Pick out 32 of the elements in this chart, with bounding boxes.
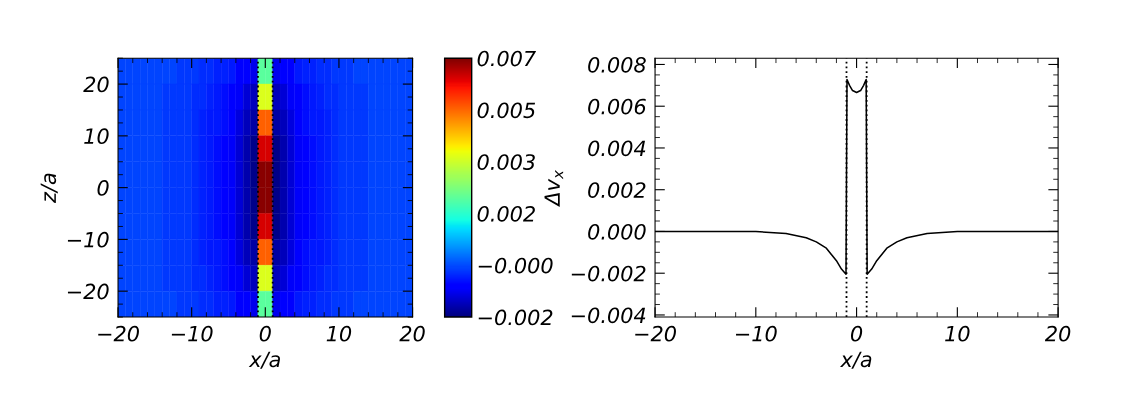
color-bar-label: 0.007: [477, 50, 536, 67]
y-tick-label: 0.006: [588, 98, 646, 115]
y-tick-label: −0.002: [571, 265, 646, 282]
x-tick-label: −10: [736, 325, 777, 342]
color-bar-label: 0.003: [477, 154, 535, 170]
y-tick-label: 10: [84, 128, 109, 145]
x-tick-label: 20: [399, 325, 425, 342]
color-bar-label: −0.000: [478, 257, 553, 274]
x-tick-label: 0: [850, 325, 863, 342]
y-tick-label: −0.004: [571, 307, 646, 324]
y-tick-label: 0.002: [588, 182, 646, 198]
y-tick-label: 0.000: [588, 223, 646, 240]
x-tick-label: −20: [635, 325, 676, 342]
y-tick-label: −20: [67, 283, 109, 300]
x-tick-label: 0: [259, 325, 271, 342]
y-tick-label: 0: [97, 180, 109, 196]
y-tick-label: −10: [67, 231, 109, 248]
y-tick-label: 0.004: [588, 140, 646, 157]
x-tick-label: −10: [171, 325, 213, 342]
x-tick-label: 10: [326, 325, 352, 342]
x-axis-title: x/a: [248, 351, 280, 369]
color-bar-label: 0.005: [477, 102, 536, 119]
y-axis-title: Δv$_{x}$: [544, 170, 564, 207]
x-tick-label: 10: [945, 325, 970, 342]
x-tick-label: 20: [1044, 325, 1071, 342]
y-tick-label: 20: [83, 76, 109, 93]
x-tick-label: −20: [98, 325, 139, 342]
x-axis-title: x/a: [839, 351, 872, 369]
y-axis-title: z/a: [40, 173, 58, 204]
y-tick-label: 0.008: [588, 56, 646, 73]
color-bar-label: 0.002: [477, 205, 535, 222]
color-bar-label: −0.002: [478, 309, 553, 326]
